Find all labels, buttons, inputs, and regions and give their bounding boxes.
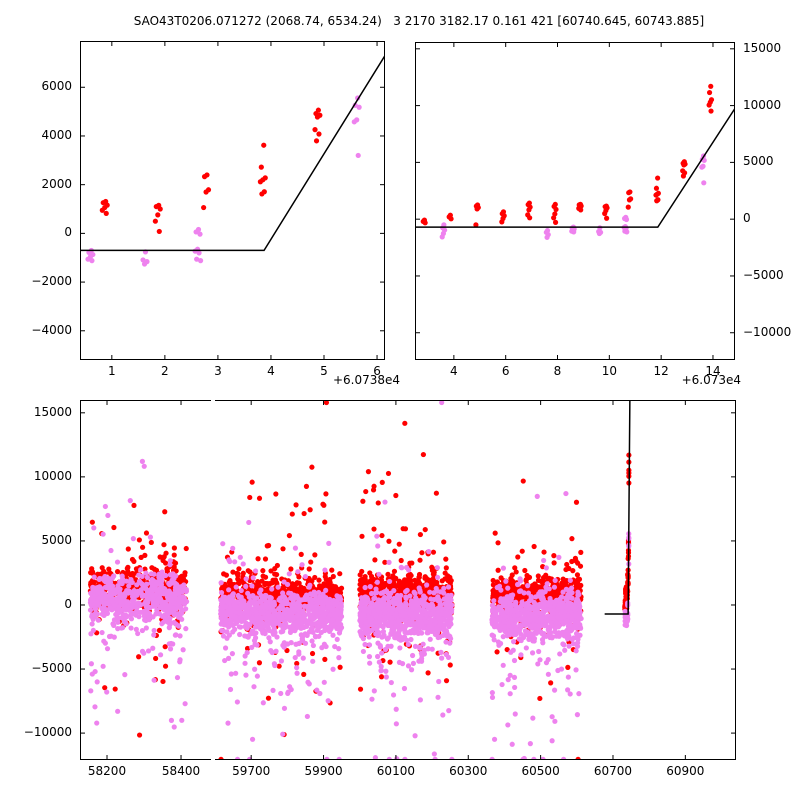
top-right-x-tick-label: 14 <box>705 364 721 378</box>
top-right-x-tick-label: 4 <box>450 364 458 378</box>
top-left-x-tick-label: 6 <box>373 364 381 378</box>
top-right-y-tick-label: 15000 <box>743 40 782 55</box>
top-right-x-tick-label: 8 <box>553 364 562 378</box>
top-left-y-tick-label: 2000 <box>41 176 72 191</box>
top-left-y-tick-label: 0 <box>64 225 72 240</box>
bottom-right-x-tick-label: 60300 <box>449 764 488 778</box>
top-left-x-offset-label: +6.0738e4 <box>332 373 400 387</box>
top-right-x-offset-label: +6.073e4 <box>681 373 741 387</box>
top-right-y-tick-label: 0 <box>743 211 751 226</box>
bottom-right-x-tick-label: 60700 <box>593 764 633 778</box>
top-left-y-tick-label: 6000 <box>41 79 72 94</box>
bottom-left-y-tick-label: 15000 <box>33 404 72 419</box>
top-right-y-tick-label: −5000 <box>743 267 784 282</box>
bottom-left-y-tick-label: −10000 <box>23 725 72 740</box>
top-left-y-tick-label: −2000 <box>31 274 72 289</box>
top-left-y-tick-label: −4000 <box>31 322 72 337</box>
chart-title: SAO43T0206.071272 (2068.74, 6534.24) 3 2… <box>133 14 705 28</box>
top-left-x-tick-label: 5 <box>320 364 328 378</box>
top-left-x-tick-label: 1 <box>107 364 116 378</box>
bottom-right-x-tick-label: 59700 <box>232 764 271 778</box>
top-right-x-tick-label: 12 <box>653 364 669 378</box>
top-right-x-tick-label: 10 <box>601 364 617 378</box>
top-right-y-tick-label: 5000 <box>743 154 774 169</box>
bottom-left-x-tick-label: 58400 <box>161 764 201 778</box>
top-left-x-tick-label: 4 <box>267 364 275 378</box>
bottom-right-x-tick-label: 60100 <box>376 764 415 778</box>
bottom-left-y-tick-label: −5000 <box>31 661 72 676</box>
bottom-left-x-tick-label: 58200 <box>87 764 127 778</box>
top-left-x-tick-label: 3 <box>214 364 222 378</box>
top-right-x-tick-label: 6 <box>501 364 510 378</box>
top-right-y-tick-label: 10000 <box>743 97 782 112</box>
bottom-left-y-tick-label: 5000 <box>41 532 72 547</box>
bottom-right-x-tick-label: 60900 <box>666 764 705 778</box>
bottom-left-y-tick-label: 10000 <box>33 468 72 483</box>
bottom-right-x-tick-label: 59900 <box>304 764 343 778</box>
top-left-x-tick-label: 2 <box>161 364 169 378</box>
top-right-y-tick-label: −10000 <box>743 324 792 339</box>
bottom-left-y-tick-label: 0 <box>64 596 72 611</box>
top-left-y-tick-label: 4000 <box>41 127 72 142</box>
bottom-right-x-tick-label: 60500 <box>521 764 560 778</box>
